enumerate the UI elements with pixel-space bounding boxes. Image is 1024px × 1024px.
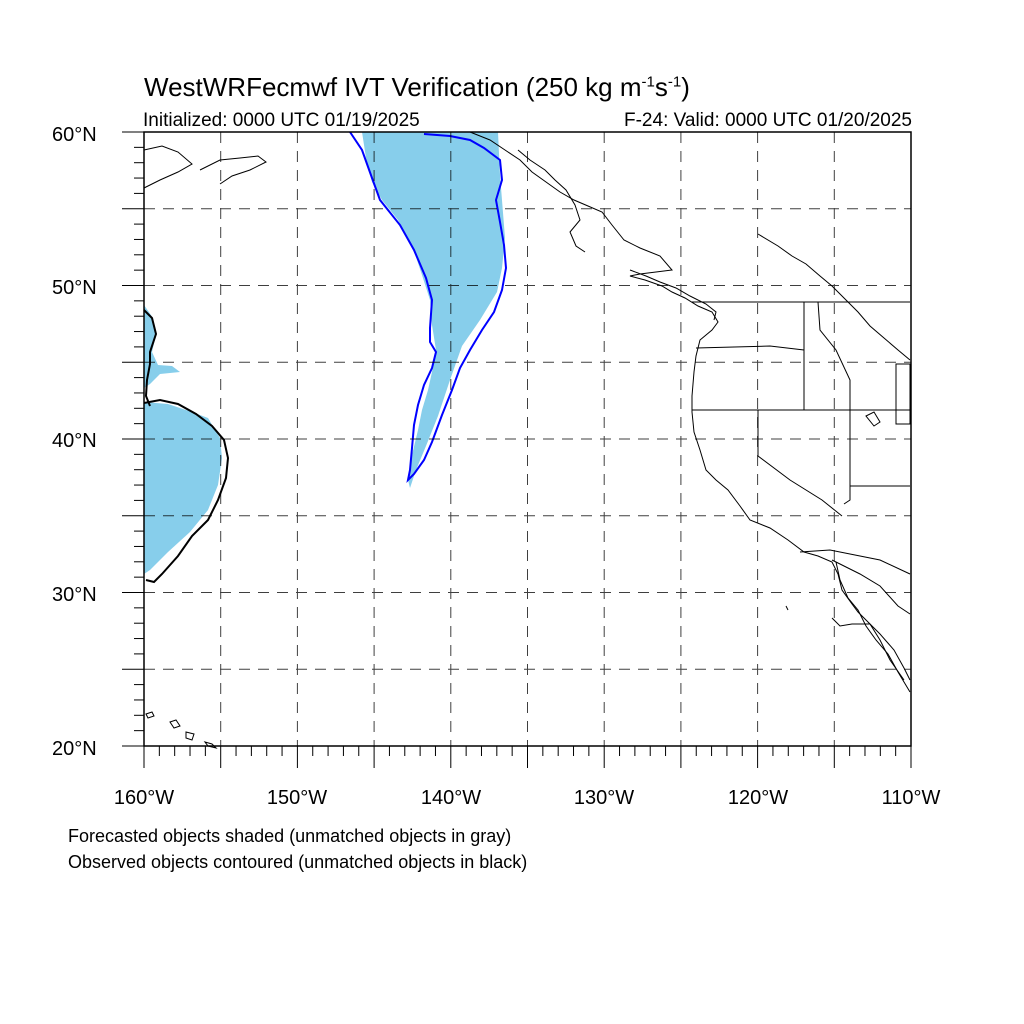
axis-ticks xyxy=(122,131,912,768)
chart-title: WestWRFecmwf IVT Verification (250 kg m-… xyxy=(144,72,690,102)
observed-object-west-large xyxy=(143,398,230,584)
coastlines xyxy=(143,131,911,693)
note-observed: Observed objects contoured (unmatched ob… xyxy=(68,852,528,872)
lon-label-140: 140°W xyxy=(421,787,481,809)
lat-label-60: 60°N xyxy=(52,124,97,146)
lat-label-30: 30°N xyxy=(52,584,97,606)
lon-label-110: 110°W xyxy=(882,787,941,809)
lon-label-160: 160°W xyxy=(114,787,174,809)
observed-objects xyxy=(143,131,508,584)
graticule xyxy=(144,132,911,746)
lat-label-40: 40°N xyxy=(52,430,97,452)
political-borders xyxy=(692,233,911,575)
valid-time-label: F-24: Valid: 0000 UTC 01/20/2025 xyxy=(624,110,912,131)
lon-labels: 160°W 150°W 140°W 130°W 120°W 110°W xyxy=(114,787,941,809)
lat-labels: 20°N 30°N 40°N 50°N 60°N xyxy=(52,124,97,760)
forecast-object-ar xyxy=(362,132,505,488)
lon-label-150: 150°W xyxy=(267,787,327,809)
lat-label-50: 50°N xyxy=(52,277,97,299)
observed-object-west-small xyxy=(143,309,158,407)
lat-label-20: 20°N xyxy=(52,738,97,760)
note-forecast: Forecasted objects shaded (unmatched obj… xyxy=(68,826,512,846)
initialized-label: Initialized: 0000 UTC 01/19/2025 xyxy=(143,110,420,131)
forecast-object-west-large xyxy=(144,402,222,574)
observed-object-ar xyxy=(349,131,508,484)
islands xyxy=(145,411,881,749)
lon-label-130: 130°W xyxy=(574,787,634,809)
map-frame xyxy=(143,131,912,747)
lon-label-120: 120°W xyxy=(728,787,788,809)
forecast-object-west-small xyxy=(144,305,180,388)
